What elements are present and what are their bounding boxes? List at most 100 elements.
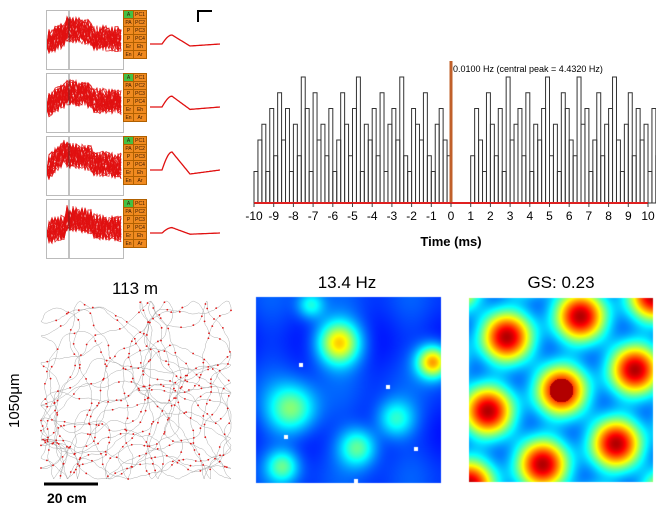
spike-dot bbox=[126, 404, 129, 407]
spike-dot bbox=[130, 465, 133, 468]
x-tick-label: -1 bbox=[426, 209, 437, 223]
spike-dot bbox=[222, 387, 225, 390]
spike-dot bbox=[56, 413, 59, 416]
spike-dot bbox=[45, 402, 48, 405]
histogram-bar bbox=[281, 139, 287, 204]
spike-dot bbox=[67, 311, 70, 314]
histogram-bar bbox=[285, 108, 290, 204]
histogram-bar bbox=[639, 139, 645, 204]
spike-dot bbox=[122, 367, 125, 370]
spike-dot bbox=[230, 309, 232, 312]
spike-dot bbox=[86, 433, 89, 435]
spike-dot bbox=[74, 364, 77, 367]
histogram-bar bbox=[556, 171, 562, 204]
spike-dot bbox=[105, 453, 107, 456]
spike-dot bbox=[151, 462, 154, 465]
histogram-bar bbox=[478, 139, 484, 204]
spike-dot bbox=[157, 421, 159, 424]
cluster-channel-table: A PC1 PA PC2 P PC3 P PC4 Er Eh En Ar bbox=[123, 73, 147, 122]
histogram-bar bbox=[288, 171, 294, 204]
spike-dot bbox=[46, 370, 48, 373]
spike-dot bbox=[86, 414, 89, 416]
channel-label: PC1 bbox=[133, 136, 147, 145]
spike-dot bbox=[183, 412, 186, 415]
spike-dot bbox=[199, 395, 202, 398]
spike-dot bbox=[78, 464, 81, 467]
spike-dot bbox=[46, 438, 49, 441]
spike-dot bbox=[202, 464, 205, 466]
spike-dot bbox=[183, 391, 186, 394]
spike-dot bbox=[162, 385, 165, 388]
spike-dot bbox=[215, 307, 218, 310]
channel-label: PC1 bbox=[133, 73, 147, 82]
spike-dot bbox=[62, 462, 65, 465]
channel-short-label: A bbox=[123, 136, 134, 145]
histogram-bar bbox=[588, 171, 594, 204]
spike-dot bbox=[185, 411, 188, 413]
channel-label: Eh bbox=[133, 168, 147, 177]
spike-dot bbox=[160, 339, 162, 342]
spike-dot bbox=[163, 301, 166, 304]
spike-dot bbox=[207, 458, 210, 461]
spike-dot bbox=[209, 468, 212, 471]
spike-dot bbox=[124, 428, 127, 431]
spike-dot bbox=[227, 363, 229, 365]
histogram-bar bbox=[426, 155, 432, 204]
spike-dot bbox=[85, 472, 88, 475]
spike-dot bbox=[145, 345, 148, 348]
spike-dot bbox=[146, 445, 149, 448]
trajectory-plot bbox=[40, 300, 232, 480]
spike-dot bbox=[183, 397, 186, 400]
spike-dot bbox=[147, 360, 150, 363]
spike-dot bbox=[162, 463, 164, 465]
spike-dot bbox=[73, 332, 76, 335]
spike-dot bbox=[91, 459, 93, 462]
histogram-bar bbox=[470, 155, 476, 204]
spike-dot bbox=[178, 459, 181, 462]
spike-dot bbox=[126, 467, 128, 470]
histogram-bar bbox=[411, 108, 417, 204]
spike-dot bbox=[125, 442, 128, 444]
histogram-bar bbox=[533, 123, 539, 204]
channel-short-label: P bbox=[123, 34, 134, 43]
spike-dot bbox=[173, 404, 176, 407]
spike-dot bbox=[210, 385, 213, 388]
spike-dot bbox=[186, 380, 189, 383]
spike-dot bbox=[96, 404, 99, 407]
spike-dot bbox=[123, 392, 126, 395]
spike-dot bbox=[210, 378, 212, 381]
spike-dot bbox=[148, 384, 151, 387]
spike-dot bbox=[171, 463, 173, 466]
spike-dot bbox=[131, 377, 134, 380]
spike-dot bbox=[141, 430, 144, 433]
spike-dot bbox=[152, 307, 155, 309]
spike-dot bbox=[100, 452, 102, 455]
spike-dot bbox=[46, 440, 49, 443]
spike-dot bbox=[61, 456, 64, 458]
spike-waveform-cloud bbox=[46, 74, 122, 132]
spike-dot bbox=[107, 400, 109, 403]
spike-dot bbox=[79, 354, 82, 357]
spike-dot bbox=[131, 437, 134, 440]
histogram-bar bbox=[340, 92, 346, 204]
spike-dot bbox=[178, 310, 181, 313]
histogram-bar bbox=[261, 123, 267, 204]
histogram-bar bbox=[576, 76, 582, 204]
spike-dot bbox=[157, 350, 160, 353]
spike-dot bbox=[163, 350, 166, 352]
channel-label: PC1 bbox=[133, 10, 147, 19]
spike-dot bbox=[192, 442, 195, 444]
mean-waveform bbox=[150, 95, 220, 111]
histogram-bar bbox=[596, 92, 602, 204]
channel-short-label: P bbox=[123, 97, 134, 106]
horizontal-scale-label: 20 cm bbox=[47, 490, 87, 506]
spike-dot bbox=[144, 409, 147, 412]
spike-dot bbox=[160, 326, 163, 329]
spike-dot bbox=[176, 461, 179, 464]
spike-dot bbox=[83, 303, 86, 306]
spike-dot bbox=[150, 457, 153, 460]
spike-dot bbox=[94, 334, 97, 337]
spike-dot bbox=[46, 428, 49, 430]
spike-locations bbox=[40, 301, 232, 480]
spike-dot bbox=[195, 373, 198, 376]
